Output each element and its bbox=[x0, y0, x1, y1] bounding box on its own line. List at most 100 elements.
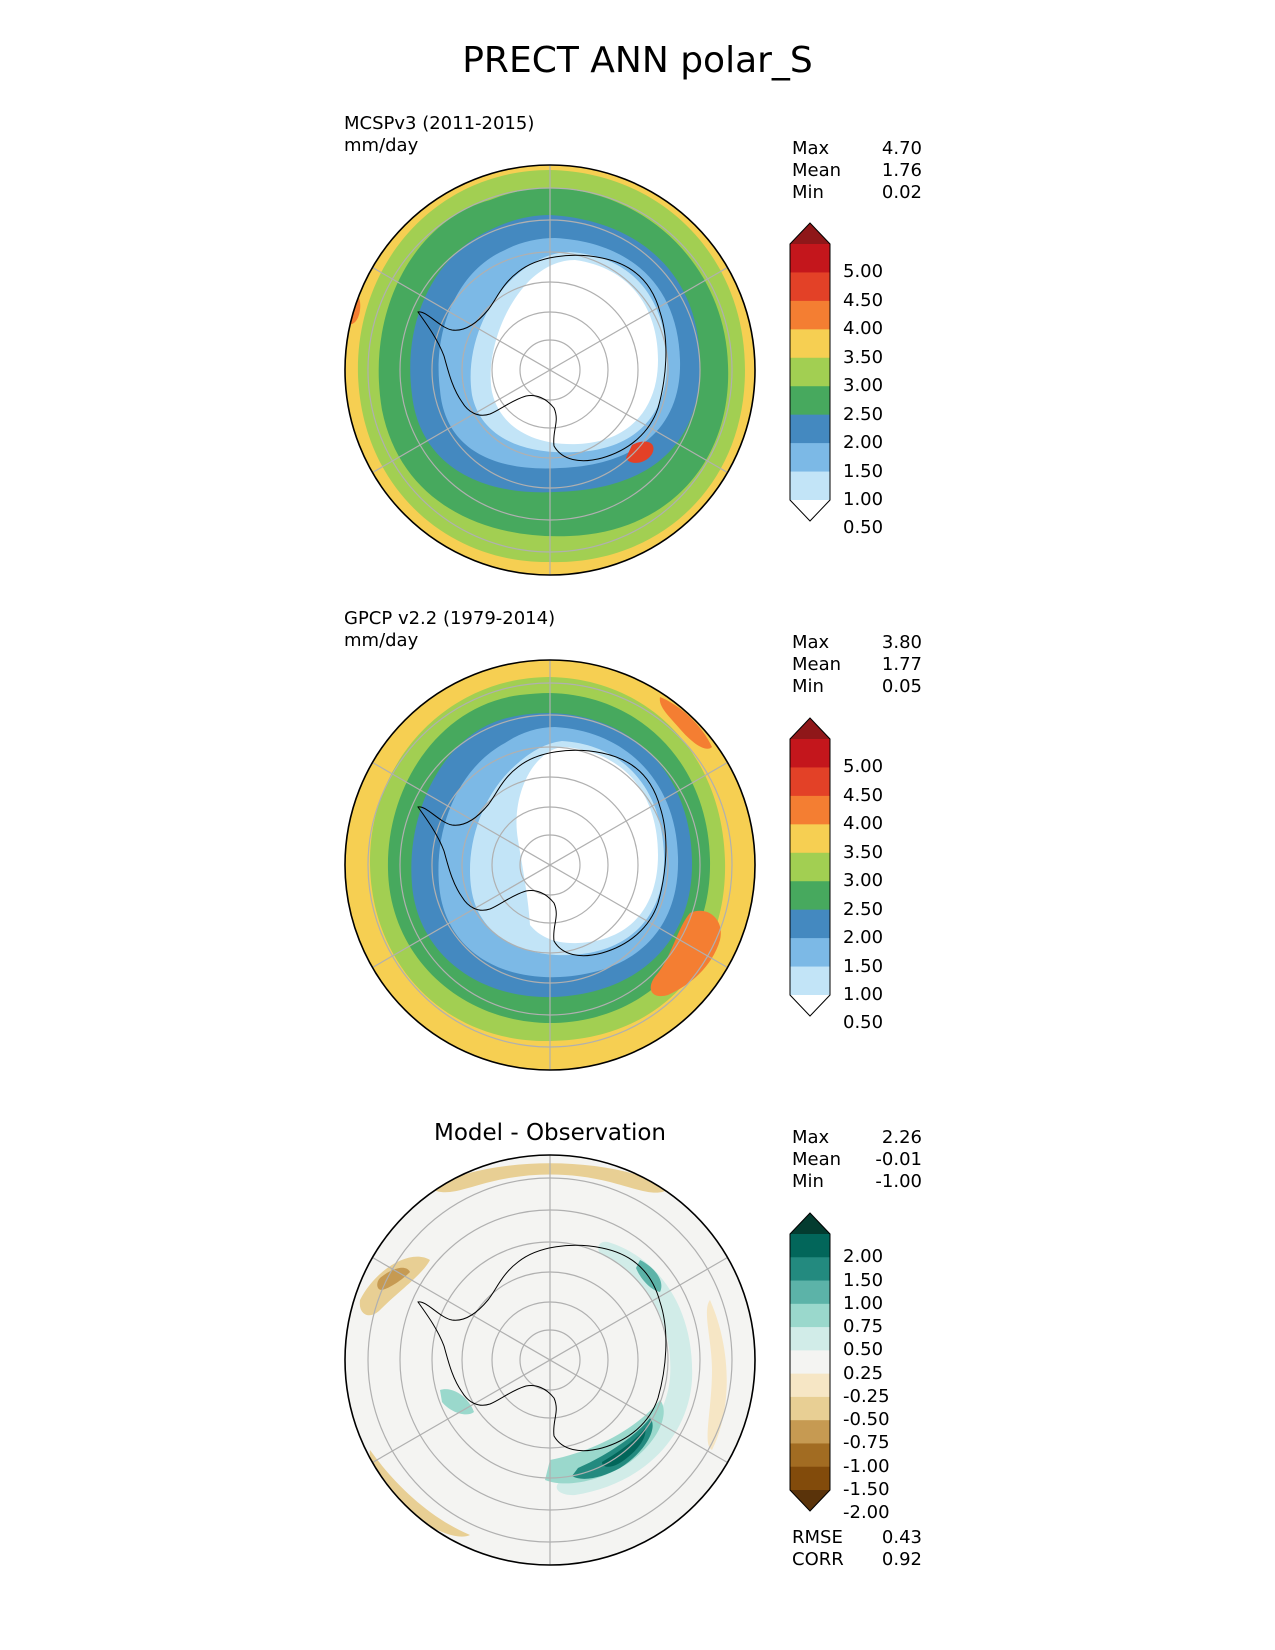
panel3-colorbar-segment bbox=[790, 1303, 830, 1328]
panel3-colorbar-tick-label: 2.00 bbox=[843, 1246, 884, 1268]
panel3-metrics: RMSE 0.43 CORR 0.92 bbox=[792, 1527, 922, 1571]
panel1-colorbar-segment bbox=[790, 272, 830, 302]
panel2-colorbar-segment bbox=[790, 739, 830, 768]
panel3-colorbar-segment bbox=[790, 1443, 830, 1468]
panel3-colorbar-tick-label: -0.50 bbox=[843, 1409, 890, 1431]
panel2-colorbar-tick-label: 4.00 bbox=[843, 813, 884, 835]
panel3-title: Model - Observation bbox=[433, 1120, 667, 1146]
panel1-colorbar-tick-label: 0.50 bbox=[843, 517, 884, 539]
panel1-colorbar bbox=[789, 222, 831, 522]
panel2-stats: Max 3.80 Mean 1.77 Min 0.05 bbox=[792, 632, 922, 698]
panel3-colorbar-segment bbox=[790, 1373, 830, 1398]
panel1-map bbox=[344, 164, 756, 576]
panel3-stat-min-label: Min bbox=[792, 1171, 824, 1192]
panel1-colorbar-segment bbox=[790, 386, 830, 416]
panel2-stat-max-label: Max bbox=[792, 632, 830, 653]
panel1-label: MCSPv3 (2011-2015) mm/day bbox=[344, 113, 534, 157]
panel1-colorbar-tick-label: 1.00 bbox=[843, 489, 884, 510]
panel3-colorbar-segment bbox=[790, 1280, 830, 1305]
panel1-colorbar-segment bbox=[790, 471, 830, 501]
panel3-colorbar-tick-label: -1.00 bbox=[843, 1455, 890, 1477]
panel2-colorbar-outline bbox=[789, 717, 831, 1017]
panel1-colorbar-tick-label: 1.50 bbox=[843, 460, 884, 482]
panel3-stats: Max 2.26 Mean -0.01 Min -1.00 bbox=[792, 1127, 922, 1193]
panel2-colorbar-tick-label: 0.50 bbox=[843, 1012, 884, 1034]
panel2-colorbar bbox=[789, 717, 831, 1017]
panel3-stat-min-value: -1.00 bbox=[875, 1171, 922, 1192]
panel1-dataset: MCSPv3 (2011-2015) bbox=[344, 113, 535, 134]
panel3-stat-max-label: Max bbox=[792, 1127, 830, 1148]
panel2-colorbar-segment bbox=[790, 966, 830, 996]
panel1-colorbar-tick-label: 5.00 bbox=[843, 261, 884, 283]
panel3-colorbar-tick-label: 0.75 bbox=[843, 1316, 884, 1338]
panel2-label: GPCP v2.2 (1979-2014) mm/day bbox=[344, 608, 555, 652]
panel3-map bbox=[344, 1154, 756, 1566]
panel2-stat-max-value: 3.80 bbox=[881, 632, 922, 653]
panel3-colorbar-segment bbox=[790, 1234, 830, 1258]
panel3-colorbar-segment bbox=[790, 1396, 830, 1421]
panel2-field-edge-orange-top bbox=[659, 697, 712, 749]
panel3-colorbar-tick-label: -1.50 bbox=[843, 1479, 890, 1500]
panel2-field-edge-orange-right bbox=[650, 910, 721, 997]
panel3-field-top-arc bbox=[430, 1163, 670, 1193]
panel3-stat-max-value: 2.26 bbox=[881, 1127, 922, 1148]
panel2-stat-mean-value: 1.77 bbox=[881, 654, 922, 675]
panel3-colorbar-tick-label: -2.00 bbox=[843, 1502, 890, 1524]
panel3-colorbar-tick-label: 1.50 bbox=[843, 1269, 884, 1291]
panel3-colorbar-tick-label: 0.50 bbox=[843, 1339, 884, 1361]
panel2-colorbar-segment bbox=[790, 852, 830, 882]
panel3-field-teal-left bbox=[440, 1389, 474, 1415]
panel2-colorbar-tick-label: 1.00 bbox=[843, 984, 884, 1005]
panel1-colorbar-tick-label: 4.00 bbox=[843, 318, 884, 340]
panel2-colorbar-tick-label: 2.00 bbox=[843, 927, 884, 949]
panel3-field-right-arc bbox=[706, 1300, 727, 1450]
panel1-colorbar-segment bbox=[790, 414, 830, 444]
panel1-stat-max-value: 4.70 bbox=[881, 138, 922, 159]
panel3-colorbar-outline bbox=[789, 1212, 831, 1512]
panel2-colorbar-extend-min bbox=[790, 995, 830, 1016]
panel1-stat-mean-value: 1.76 bbox=[881, 160, 922, 181]
panel1-colorbar-tick-label: 3.50 bbox=[843, 346, 884, 368]
panel1-colorbar-segment bbox=[790, 244, 830, 273]
panel2-colorbar-segment bbox=[790, 824, 830, 854]
panel1-gridlines bbox=[367, 165, 733, 575]
panel2-colorbar-segment bbox=[790, 881, 830, 911]
panel1-colorbar-tick-label: 4.50 bbox=[843, 289, 884, 311]
panel1-colorbar-segment bbox=[790, 329, 830, 359]
panel1-colorbar-segment bbox=[790, 300, 830, 330]
panel2-colorbar-extend-max bbox=[790, 718, 830, 739]
panel3-colorbar-segment bbox=[790, 1466, 830, 1491]
panel3-field-teal-core bbox=[572, 1418, 653, 1479]
panel3-field-teal-patch-lower bbox=[545, 1400, 664, 1484]
panel1-colorbar-extend-max bbox=[790, 223, 830, 244]
panel2-gridlines bbox=[367, 660, 733, 1070]
panel2-field-dry-core bbox=[516, 747, 658, 944]
panel3-colorbar-segment bbox=[790, 1350, 830, 1375]
panel2-coastline bbox=[417, 749, 667, 957]
panel1-stat-mean-label: Mean bbox=[792, 160, 842, 181]
figure-title: PRECT ANN polar_S bbox=[462, 40, 813, 81]
rmse-value: 0.43 bbox=[881, 1527, 922, 1548]
panel3-colorbar-tick-label: 1.00 bbox=[843, 1292, 884, 1314]
panel1-coastline bbox=[417, 254, 667, 462]
panel1-colorbar-extend-min bbox=[790, 500, 830, 521]
panel3-field-teal-darkest bbox=[602, 1428, 646, 1467]
panel1-colorbar-tick-label: 2.50 bbox=[843, 403, 884, 425]
panel3-map-border bbox=[344, 1154, 756, 1566]
panel3-colorbar-extend-max bbox=[790, 1213, 830, 1234]
panel1-field-hotspot bbox=[626, 441, 654, 463]
panel3-stat-mean-value: -0.01 bbox=[875, 1149, 922, 1170]
panel1-stat-max-label: Max bbox=[792, 138, 830, 159]
panel3-colorbar-tick-label: -0.75 bbox=[843, 1432, 890, 1454]
panel3-coastline bbox=[417, 1244, 667, 1452]
panel3-colorbar-tick-label: 0.25 bbox=[843, 1362, 884, 1384]
panel1-colorbar-segment bbox=[790, 357, 830, 387]
panel2-units: mm/day bbox=[344, 630, 419, 651]
panel2-dataset: GPCP v2.2 (1979-2014) bbox=[344, 608, 556, 629]
panel2-map bbox=[344, 659, 756, 1071]
panel2-colorbar-tick-label: 3.00 bbox=[843, 870, 884, 892]
panel1-units: mm/day bbox=[344, 135, 419, 156]
panel1-stat-min-value: 0.02 bbox=[881, 182, 922, 203]
panel1-map-border bbox=[344, 164, 756, 576]
panel2-colorbar-segment bbox=[790, 938, 830, 968]
